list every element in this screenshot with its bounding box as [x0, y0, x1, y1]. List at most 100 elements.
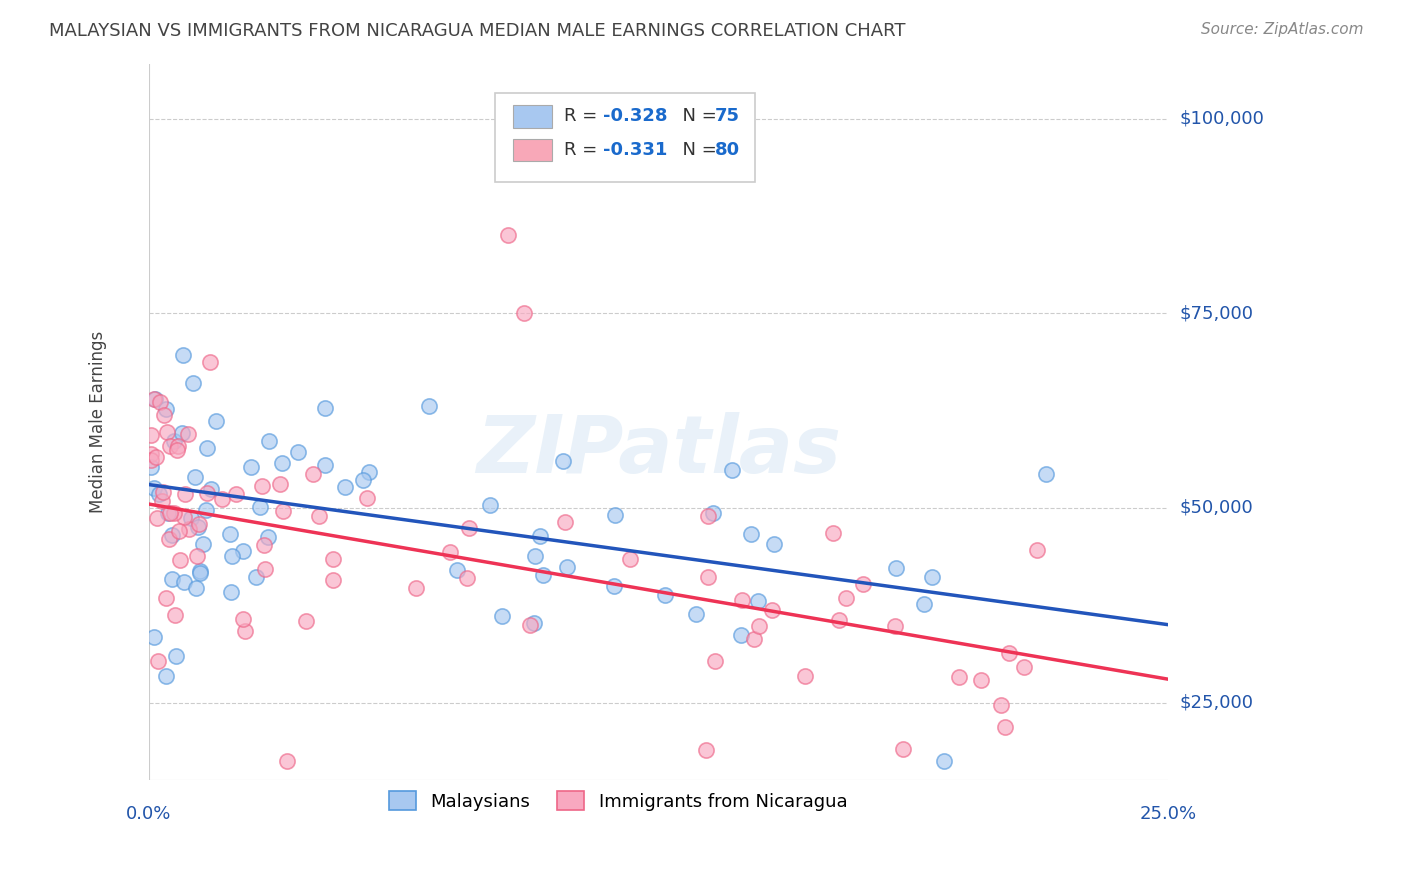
Point [188, 566, 211, 580]
Point [1035, 467, 1057, 482]
Point [821, 526, 844, 541]
Point [513, 306, 536, 320]
Point [195, 486, 218, 500]
Point [994, 720, 1017, 734]
Point [619, 552, 641, 566]
Point [167, 439, 190, 453]
Point [697, 509, 720, 524]
Point [322, 552, 344, 566]
Point [533, 568, 555, 582]
Point [478, 498, 501, 512]
Point [146, 510, 169, 524]
Point [155, 401, 177, 416]
FancyBboxPatch shape [495, 93, 755, 182]
Text: Source: ZipAtlas.com: Source: ZipAtlas.com [1201, 22, 1364, 37]
Point [142, 630, 165, 644]
Point [948, 669, 970, 683]
Point [301, 467, 323, 481]
Point [439, 545, 461, 559]
Text: $50,000: $50,000 [1180, 499, 1253, 517]
Point [271, 504, 294, 518]
Point [496, 228, 519, 243]
Text: -0.328: -0.328 [603, 107, 666, 126]
Point [851, 577, 873, 591]
Point [257, 530, 280, 544]
Point [193, 537, 215, 551]
Point [352, 473, 374, 487]
Point [160, 572, 183, 586]
Point [529, 529, 551, 543]
Point [551, 453, 574, 467]
Point [159, 506, 181, 520]
Point [695, 743, 717, 757]
Point [225, 487, 247, 501]
Point [181, 376, 204, 391]
Point [194, 503, 217, 517]
Point [491, 608, 513, 623]
Point [997, 646, 1019, 660]
Point [720, 462, 742, 476]
Point [167, 524, 190, 538]
Text: ZIPatlas: ZIPatlas [477, 412, 841, 490]
Point [250, 479, 273, 493]
Point [835, 591, 858, 606]
Point [322, 573, 344, 587]
Point [253, 562, 276, 576]
Point [253, 538, 276, 552]
Point [159, 439, 181, 453]
Point [186, 549, 208, 564]
Point [152, 484, 174, 499]
Point [731, 593, 754, 607]
Point [195, 442, 218, 456]
Text: N =: N = [671, 141, 723, 159]
Text: R =: R = [564, 107, 603, 126]
Point [172, 348, 194, 362]
Point [519, 617, 541, 632]
Point [921, 570, 943, 584]
Point [232, 544, 254, 558]
Point [685, 607, 707, 622]
Point [188, 564, 211, 578]
Point [703, 654, 725, 668]
Point [139, 453, 162, 467]
Point [730, 628, 752, 642]
Point [884, 561, 907, 575]
Point [605, 508, 627, 522]
Text: $100,000: $100,000 [1180, 110, 1264, 128]
Point [970, 673, 993, 687]
Point [287, 445, 309, 459]
Point [748, 619, 770, 633]
Point [522, 615, 544, 630]
FancyBboxPatch shape [513, 105, 551, 128]
Text: 0.0%: 0.0% [127, 805, 172, 823]
Point [221, 584, 243, 599]
Point [143, 392, 166, 407]
Point [990, 698, 1012, 712]
Point [165, 607, 187, 622]
Point [142, 392, 165, 406]
Point [162, 528, 184, 542]
Point [269, 477, 291, 491]
Point [357, 466, 380, 480]
Point [200, 482, 222, 496]
Point [159, 532, 181, 546]
Point [883, 619, 905, 633]
Point [557, 559, 579, 574]
Point [155, 669, 177, 683]
Point [245, 570, 267, 584]
FancyBboxPatch shape [513, 138, 551, 161]
Point [173, 509, 195, 524]
Point [166, 443, 188, 458]
Text: -0.331: -0.331 [603, 141, 666, 159]
Text: R =: R = [564, 141, 603, 159]
Point [198, 354, 221, 368]
Point [177, 522, 200, 536]
Point [205, 414, 228, 428]
Point [184, 469, 207, 483]
Point [232, 612, 254, 626]
Text: 75: 75 [714, 107, 740, 126]
Point [335, 480, 357, 494]
Point [761, 603, 783, 617]
Point [1025, 542, 1047, 557]
Point [794, 669, 817, 683]
